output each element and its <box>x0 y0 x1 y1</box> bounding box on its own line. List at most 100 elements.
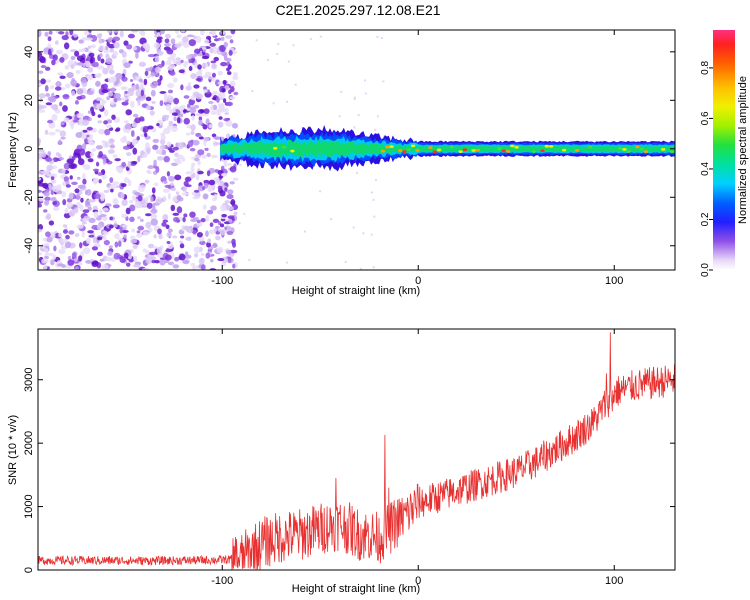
spectrogram-noise-cell <box>44 129 49 135</box>
spectrogram-noise-cell <box>101 89 109 94</box>
spectrogram-noise-cell <box>170 52 177 58</box>
spectrogram-noise-cell <box>109 183 117 191</box>
spectrogram-noise-cell <box>85 60 91 68</box>
spectrogram-noise-cell <box>52 54 58 61</box>
spectrogram-noise-cell <box>121 76 128 82</box>
spectrogram-noise-cell <box>211 63 217 69</box>
spectrogram-y-axis: -40 -20 0 20 40 <box>23 46 675 254</box>
spectrogram-noise-cell <box>210 110 217 116</box>
spectrogram-noise-cell <box>146 147 151 155</box>
spectrogram-noise-cell <box>50 196 57 202</box>
spectrogram-noise-cell <box>215 96 220 103</box>
spectrogram-noise-cell <box>54 86 62 91</box>
spectrogram-noise-cell <box>92 236 97 244</box>
spectrogram-noise-cell <box>130 130 135 138</box>
spectrogram-noise-cell <box>224 112 229 116</box>
spectrogram-noise-cell <box>200 109 204 113</box>
spectrogram-noise-cell <box>47 173 54 177</box>
spectrogram-noise-cell <box>205 230 209 238</box>
spectrogram-noise-cell <box>43 191 50 197</box>
spectrogram-noise-cell <box>127 160 132 168</box>
spectrogram-faint-cell <box>309 37 312 40</box>
spectrogram-noise-cell <box>66 158 75 164</box>
spectrogram-noise-cell <box>192 139 200 146</box>
spectrogram-noise-cell <box>40 78 46 85</box>
spectrogram-noise-cell <box>182 185 187 193</box>
spectrogram-noise-cell <box>173 97 180 105</box>
spectrogram-noise-cell <box>176 154 184 160</box>
spectrogram-noise-cell <box>81 230 85 238</box>
spectrogram-noise-cell <box>118 240 122 247</box>
spectrogram-noise-cell <box>219 190 226 197</box>
spectrogram-faint-cell <box>364 92 367 95</box>
spectrogram-noise-cell <box>46 213 52 221</box>
spectrogram-noise-cell <box>82 129 88 133</box>
spectrogram-noise-cell <box>99 258 105 262</box>
spectrogram-peak-cell <box>540 149 545 153</box>
spectrogram-noise-cell <box>89 152 95 158</box>
spectrogram-noise-cell <box>219 223 225 228</box>
spectrogram-noise-cell <box>82 119 90 126</box>
spectrogram-noise-cell <box>45 157 53 162</box>
spectrogram-noise-cell <box>220 36 225 42</box>
spectrogram-noise-cell <box>224 187 228 192</box>
spectrogram-noise-cell <box>153 42 161 49</box>
spectrogram-noise-cell <box>144 179 150 184</box>
spectrogram-noise-cell <box>58 248 66 255</box>
spectrogram-noise-cell <box>120 192 125 200</box>
spectrogram-noise-cell <box>227 215 235 219</box>
spectrogram-noise-cell <box>128 258 134 263</box>
spectrogram-noise-cell <box>222 98 227 103</box>
spectrogram-noise-cell <box>182 217 186 223</box>
spectrogram-noise-cell <box>90 44 96 49</box>
spectrogram-noise-cell <box>120 97 128 101</box>
spectrogram-noise-cell <box>67 255 72 260</box>
spectrogram-noise-cell <box>99 53 103 58</box>
spectrogram-noise-cell <box>97 114 102 118</box>
spectrogram-noise-cell <box>169 70 176 76</box>
spectrogram-noise-cell <box>58 139 62 145</box>
spectrogram-noise-cell <box>68 211 74 217</box>
spectrogram-noise-cell <box>208 179 216 186</box>
spectrogram-noise-cell <box>103 49 110 54</box>
spectrogram-y-label: Frequency (Hz) <box>7 112 19 188</box>
spectrogram-noise-cell <box>203 136 210 142</box>
spectrogram-noise-cell <box>209 42 216 47</box>
spectrogram-noise-cell <box>183 117 190 125</box>
spectrogram-noise-cell <box>97 236 103 241</box>
spectrogram-noise-cell <box>78 39 84 44</box>
spectrogram-noise-cell <box>114 81 119 86</box>
spectrogram-noise-cell <box>38 170 44 175</box>
spectrogram-noise-cell <box>166 125 172 130</box>
spectrogram-noise-cell <box>127 33 135 39</box>
spectrogram-noise-cell <box>126 44 133 50</box>
spectrogram-faint-cell <box>338 115 341 118</box>
spectrogram-noise-cell <box>145 67 153 72</box>
spectrogram-noise-cell <box>48 30 53 35</box>
spectrogram-peak-cell <box>617 147 623 150</box>
spectrogram-noise-cell <box>201 46 207 50</box>
spectrogram-noise-cell <box>191 115 195 121</box>
spectrogram-peak-cell <box>635 145 640 149</box>
spectrogram-noise-cell <box>163 43 171 47</box>
spectrogram-noise-cell <box>84 137 88 145</box>
spectrogram-noise-cell <box>130 238 138 244</box>
spectrogram-noise-cell <box>162 214 169 221</box>
colorbar-axis: 0.0 0.2 0.4 0.6 0.8 <box>700 61 713 277</box>
snr-frame <box>37 328 676 571</box>
spectrogram-noise-cell <box>147 53 156 58</box>
spectrogram-noise-cell <box>102 207 109 212</box>
spectrogram-noise-cell <box>38 93 46 99</box>
spectrogram-noise-cell <box>46 236 53 243</box>
spectrogram-noise-cell <box>138 116 145 122</box>
spectrogram-noise-cell <box>221 213 228 218</box>
spectrogram-noise-cell <box>47 151 52 157</box>
spectrogram-noise-cell <box>82 178 87 185</box>
spectrogram-peak-cell <box>436 148 442 152</box>
spectrogram-noise-cell <box>149 256 157 261</box>
spectrogram-noise-cell <box>188 39 197 47</box>
spectrogram-noise-cell <box>209 222 214 228</box>
spectrogram-band-layer <box>220 139 675 159</box>
spectrogram-noise-cell <box>175 57 181 61</box>
spectrogram-noise-cell <box>76 112 84 119</box>
